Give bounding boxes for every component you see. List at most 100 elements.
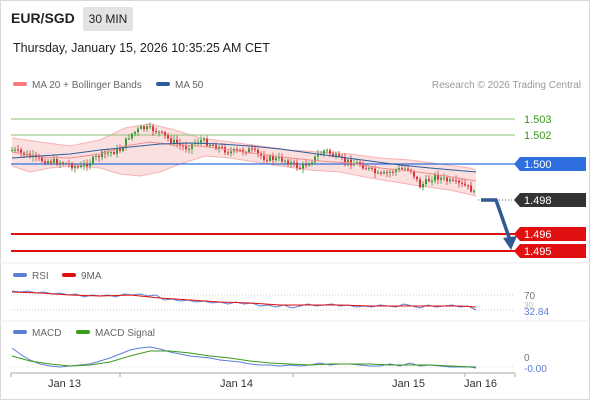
legend-ma20-bollinger: MA 20 + Bollinger Bands	[13, 80, 142, 91]
candle-up	[203, 138, 205, 141]
candle-down	[332, 153, 334, 157]
candle-up	[395, 169, 397, 172]
price-tag-1500	[514, 157, 586, 171]
candle-down	[155, 131, 157, 133]
candle-up	[317, 154, 319, 157]
candle-up	[278, 157, 280, 159]
candle-down	[242, 149, 244, 153]
candle-down	[170, 138, 172, 143]
candle-down	[254, 148, 256, 150]
candle-up	[92, 156, 94, 163]
candle-up	[209, 145, 211, 147]
candle-up	[326, 150, 328, 152]
legend-ma50: MA 50	[156, 80, 203, 91]
candle-down	[227, 152, 229, 154]
candle-up	[65, 163, 67, 165]
candle-down	[164, 132, 166, 136]
candle-up	[11, 149, 13, 151]
candle-up	[74, 166, 76, 169]
candle-up	[335, 154, 337, 157]
candle-down	[419, 179, 421, 188]
legend-rsi-9ma: 9MA	[62, 271, 102, 282]
candle-up	[89, 162, 91, 167]
candle-up	[473, 191, 475, 193]
candle-down	[470, 185, 472, 192]
candle-down	[299, 167, 301, 169]
candle-down	[41, 157, 43, 162]
candle-up	[368, 167, 370, 169]
candle-down	[143, 126, 145, 130]
timeframe-button[interactable]: 30 MIN	[83, 7, 133, 31]
x-label-jan13: Jan 13	[48, 378, 81, 390]
legend-macd-signal: MACD Signal	[76, 328, 155, 339]
candle-down	[152, 126, 154, 132]
candle-down	[344, 157, 346, 163]
legend-swatch	[13, 330, 27, 335]
candle-up	[80, 165, 82, 168]
candle-down	[215, 145, 217, 150]
candle-down	[452, 179, 454, 181]
candle-down	[44, 161, 46, 164]
candle-down	[185, 146, 187, 150]
candle-down	[206, 138, 208, 146]
candle-up	[284, 160, 286, 162]
candle-down	[113, 152, 115, 154]
candle-up	[449, 179, 451, 182]
candle-up	[59, 162, 61, 165]
price-label-1503: 1.503	[524, 114, 552, 126]
price-label-1500: 1.500	[524, 159, 552, 171]
candle-up	[302, 163, 304, 169]
price-tag-1495	[514, 244, 586, 258]
candle-down	[293, 162, 295, 164]
legend-rsi: RSI	[13, 271, 49, 282]
candle-down	[359, 162, 361, 165]
candle-up	[146, 126, 148, 130]
candle-down	[263, 155, 265, 160]
candle-up	[83, 164, 85, 166]
legend-swatch	[13, 82, 27, 87]
candle-down	[464, 183, 466, 186]
candle-down	[119, 148, 121, 151]
candle-up	[422, 183, 424, 188]
macd-zero-label: 0	[524, 353, 530, 364]
candle-down	[221, 146, 223, 148]
candle-down	[350, 159, 352, 166]
candle-up	[125, 138, 127, 148]
legend-swatch	[13, 273, 27, 278]
candle-up	[116, 148, 118, 154]
candle-up	[311, 162, 313, 165]
candle-up	[404, 168, 406, 170]
x-label-jan16: Jan 16	[464, 378, 497, 390]
candle-up	[53, 158, 55, 163]
candle-down	[86, 164, 88, 167]
candle-up	[314, 156, 316, 163]
candle-down	[281, 157, 283, 162]
candle-down	[437, 174, 439, 180]
candle-down	[461, 182, 463, 184]
candle-up	[95, 155, 97, 157]
candle-down	[413, 171, 415, 177]
candle-down	[251, 148, 253, 150]
rsi-line	[11, 290, 477, 311]
candle-down	[20, 149, 22, 153]
candle-up	[248, 148, 250, 153]
price-label-1498: 1.498	[524, 195, 552, 207]
candle-down	[71, 164, 73, 169]
candle-down	[446, 177, 448, 182]
candle-down	[392, 171, 394, 173]
candle-down	[50, 161, 52, 163]
candle-up	[230, 151, 232, 154]
candle-down	[239, 149, 241, 151]
candle-up	[308, 164, 310, 166]
candle-up	[353, 163, 355, 166]
ma50-line	[11, 142, 477, 173]
candle-down	[374, 168, 376, 174]
rsi-level-30-label: 30	[524, 301, 533, 310]
forecast-arrow-head	[503, 236, 517, 250]
candle-down	[410, 169, 412, 172]
candle-up	[443, 177, 445, 179]
candle-up	[134, 132, 136, 134]
legend-macd: MACD	[13, 328, 61, 339]
candle-down	[287, 160, 289, 165]
candle-up	[200, 140, 202, 143]
